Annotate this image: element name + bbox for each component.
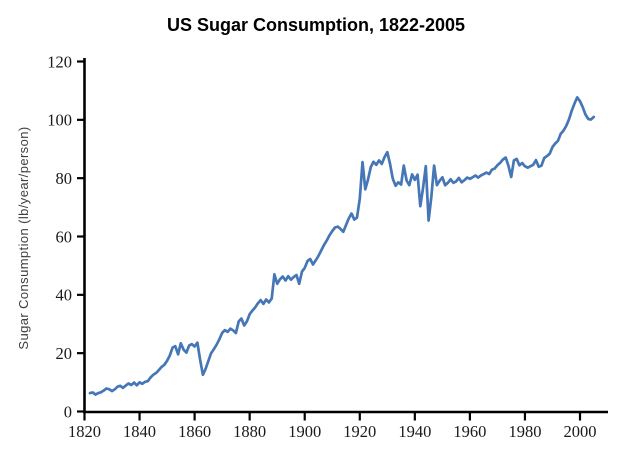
y-tick-label: 0 (64, 402, 72, 421)
y-tick-label: 60 (56, 227, 73, 246)
y-axis-title: Sugar Consumption (lb/year/person) (16, 126, 31, 349)
y-tick-label: 120 (47, 52, 72, 71)
x-tick-label: 1820 (68, 422, 101, 441)
x-tick-label: 2000 (564, 422, 597, 441)
x-tick-label: 1940 (398, 422, 431, 441)
y-tick-label: 20 (56, 344, 73, 363)
x-tick-label: 1980 (508, 422, 541, 441)
x-tick-label: 1960 (453, 422, 486, 441)
x-tick-label: 1920 (343, 422, 376, 441)
y-tick-label: 40 (56, 286, 73, 305)
chart-title: US Sugar Consumption, 1822-2005 (167, 15, 465, 35)
x-axis-ticks: 1820 1840 1860 1880 1900 1920 1940 1960 1980 2000 (68, 411, 597, 441)
x-tick-label: 1840 (123, 422, 156, 441)
y-tick-label: 100 (47, 111, 72, 130)
x-tick-label: 1860 (178, 422, 211, 441)
y-tick-label: 80 (56, 169, 73, 188)
sugar-consumption-series-line (88, 96, 596, 396)
x-tick-label: 1900 (288, 422, 321, 441)
y-axis-ticks: 0 20 40 60 80 100 120 (47, 52, 86, 421)
x-tick-label: 1880 (233, 422, 266, 441)
